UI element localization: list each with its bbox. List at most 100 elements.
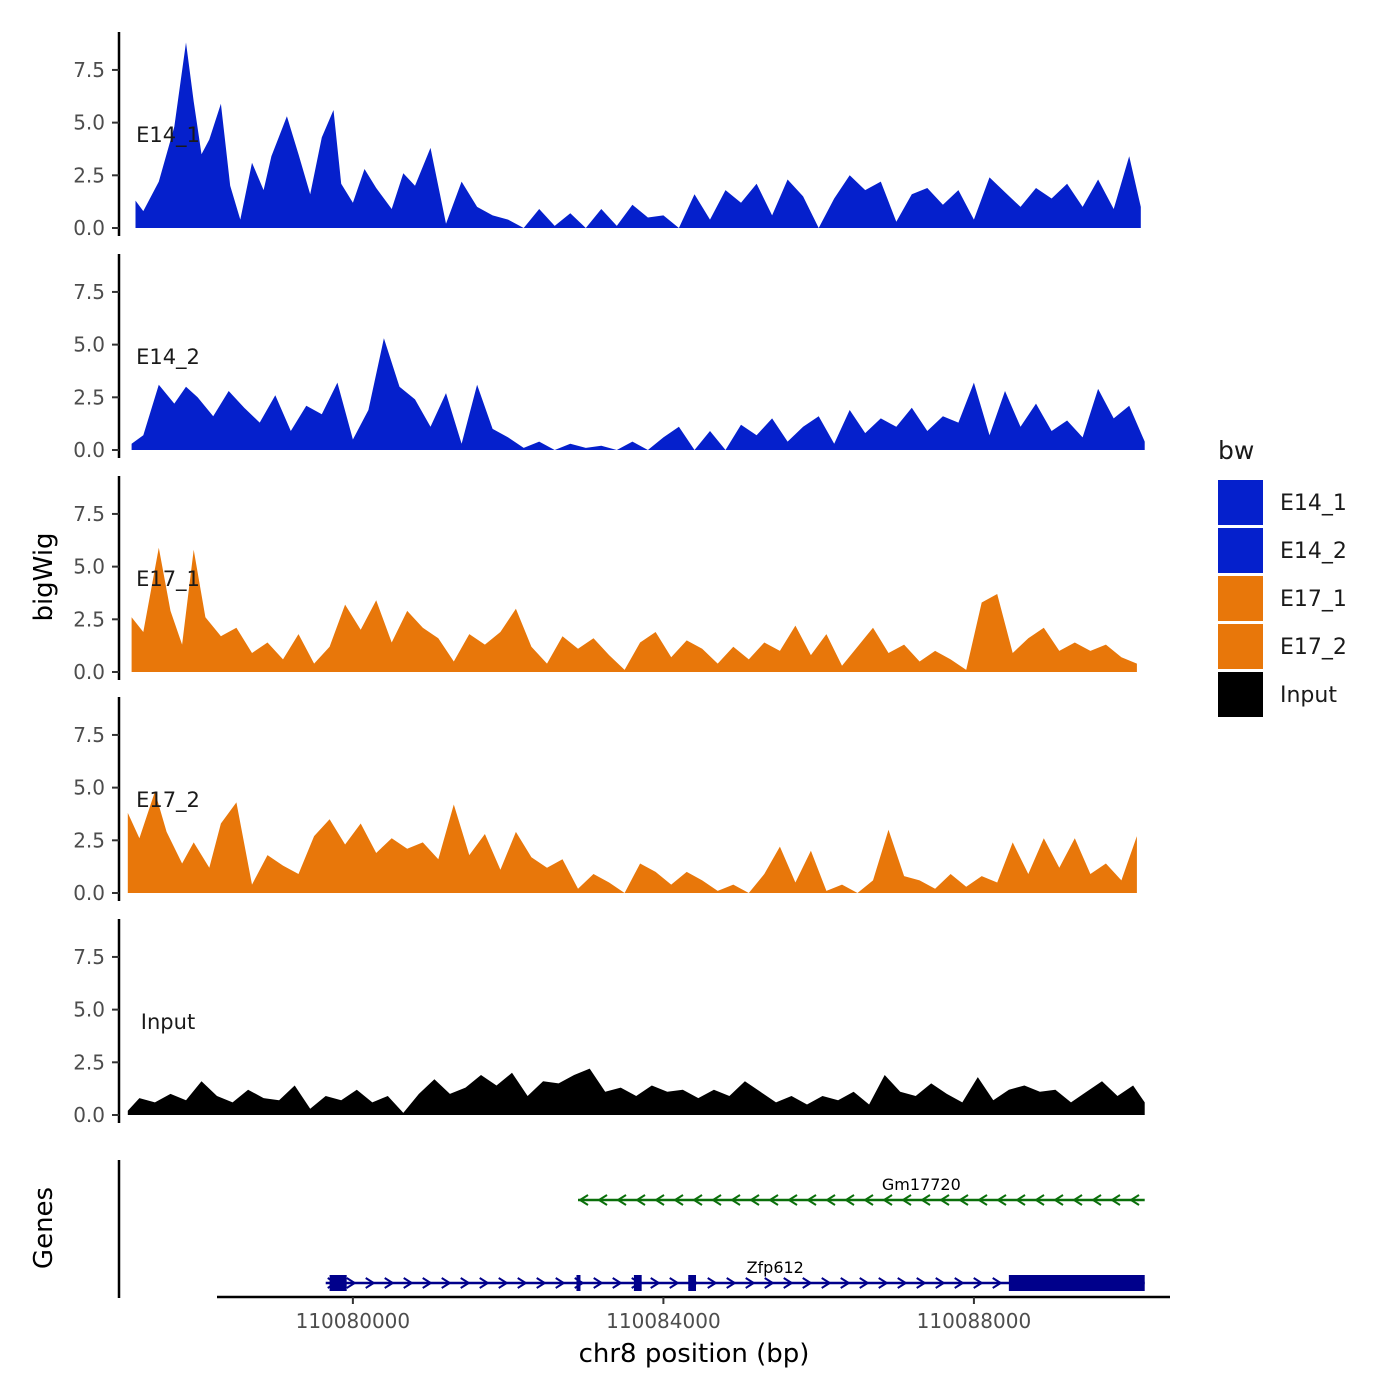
gene-gm17720: Gm17720 — [578, 1175, 1145, 1206]
strand-arrow — [479, 1277, 490, 1289]
x-axis-title: chr8 position (bp) — [579, 1339, 810, 1369]
strand-arrow — [460, 1277, 471, 1289]
x-axis: 110080000 110084000 110088000 — [217, 1295, 1170, 1333]
strand-arrow — [844, 1194, 855, 1206]
strand-arrow — [897, 1277, 908, 1289]
exon — [633, 1275, 642, 1291]
strand-arrow — [996, 1194, 1007, 1206]
y-tick-label: 7.5 — [73, 502, 105, 526]
strand-arrow — [973, 1277, 984, 1289]
y-tick-label: 0.0 — [73, 216, 105, 240]
strand-arrow — [821, 1277, 832, 1289]
strand-arrow — [692, 1194, 703, 1206]
exon — [688, 1275, 697, 1291]
track-label: Input — [141, 1010, 195, 1034]
strand-arrow — [882, 1194, 893, 1206]
strand-arrow — [578, 1194, 589, 1206]
legend-key-input — [1218, 672, 1263, 717]
strand-arrow — [954, 1277, 965, 1289]
strand-arrow — [749, 1194, 760, 1206]
strand-arrow — [1129, 1194, 1140, 1206]
track-label: E17_2 — [136, 788, 200, 813]
y-tick-label: 2.5 — [73, 607, 105, 631]
strand-arrow — [939, 1194, 950, 1206]
coverage-area-e17-1 — [131, 547, 1137, 672]
track-input: 0.0 2.5 5.0 7.5 Input — [73, 919, 1145, 1127]
strand-arrow — [1053, 1194, 1064, 1206]
strand-arrow — [673, 1194, 684, 1206]
strand-arrow — [787, 1194, 798, 1206]
track-label: E14_1 — [136, 123, 200, 148]
strand-arrow — [555, 1277, 566, 1289]
strand-arrow — [977, 1194, 988, 1206]
legend-label: E14_1 — [1280, 491, 1347, 516]
y-tick-label: 7.5 — [73, 58, 105, 82]
strand-arrow — [707, 1277, 718, 1289]
strand-arrow — [935, 1277, 946, 1289]
track-e17-1: 0.0 2.5 5.0 7.5 E17_1 — [73, 476, 1137, 684]
gene-label: Zfp612 — [747, 1258, 804, 1277]
strand-arrow — [1072, 1194, 1083, 1206]
strand-arrow — [901, 1194, 912, 1206]
x-tick-label: 110080000 — [296, 1309, 411, 1333]
legend-label: Input — [1280, 683, 1337, 708]
strand-arrow — [726, 1277, 737, 1289]
strand-arrow — [403, 1277, 414, 1289]
y-tick-label: 5.0 — [73, 555, 105, 579]
legend-title: bw — [1218, 436, 1254, 465]
strand-arrow — [802, 1277, 813, 1289]
track-e14-2: 0.0 2.5 5.0 7.5 E14_2 — [73, 254, 1145, 462]
y-tick-label: 0.0 — [73, 881, 105, 905]
y-tick-label: 2.5 — [73, 828, 105, 852]
track-label: E17_1 — [136, 567, 200, 592]
legend-label: E14_2 — [1280, 539, 1347, 564]
genes-axis-title: Genes — [29, 1187, 59, 1269]
strand-arrow — [1091, 1194, 1102, 1206]
strand-arrow — [669, 1277, 680, 1289]
y-tick-label: 2.5 — [73, 385, 105, 409]
y-tick-label: 7.5 — [73, 723, 105, 747]
strand-arrow — [1110, 1194, 1121, 1206]
gene-label: Gm17720 — [882, 1175, 961, 1194]
coverage-tracks: 0.0 2.5 5.0 7.5 E14_1 0.0 2.5 5.0 7.5 E14_2 0.0 2.5… — [73, 32, 1145, 1127]
coverage-area-e14-2 — [131, 338, 1145, 450]
track-e17-2: 0.0 2.5 5.0 7.5 E17_2 — [73, 697, 1137, 905]
strand-arrow — [616, 1194, 627, 1206]
y-axis-title: bigWig — [29, 532, 59, 621]
y-tick-label: 5.0 — [73, 776, 105, 800]
strand-arrow — [806, 1194, 817, 1206]
strand-arrow — [730, 1194, 741, 1206]
y-tick-label: 0.0 — [73, 660, 105, 684]
strand-arrow — [863, 1194, 874, 1206]
track-label: E14_2 — [136, 345, 200, 370]
coverage-area-input — [127, 1068, 1145, 1115]
y-tick-label: 0.0 — [73, 438, 105, 462]
strand-arrow — [859, 1277, 870, 1289]
strand-arrow — [441, 1277, 452, 1289]
gene-zfp612: Zfp612 — [325, 1258, 1145, 1291]
strand-arrow — [1015, 1194, 1026, 1206]
strand-arrow — [783, 1277, 794, 1289]
y-tick-label: 7.5 — [73, 280, 105, 304]
strand-arrow — [498, 1277, 509, 1289]
y-tick-label: 5.0 — [73, 111, 105, 135]
exon — [1008, 1275, 1145, 1291]
y-tick-label: 2.5 — [73, 163, 105, 187]
strand-arrow — [650, 1277, 661, 1289]
strand-arrow — [346, 1277, 357, 1289]
x-tick-label: 110084000 — [606, 1309, 721, 1333]
legend-key-e14-2 — [1218, 528, 1263, 573]
strand-arrow — [654, 1194, 665, 1206]
strand-arrow — [878, 1277, 889, 1289]
legend-label: E17_1 — [1280, 587, 1347, 612]
exon — [576, 1275, 581, 1291]
strand-arrow — [916, 1277, 927, 1289]
strand-arrow — [597, 1194, 608, 1206]
strand-arrow — [536, 1277, 547, 1289]
legend-key-e14-1 — [1218, 480, 1263, 525]
exon — [329, 1275, 347, 1291]
strand-arrow — [517, 1277, 528, 1289]
strand-arrow — [992, 1277, 1003, 1289]
y-tick-label: 5.0 — [73, 998, 105, 1022]
strand-arrow — [840, 1277, 851, 1289]
